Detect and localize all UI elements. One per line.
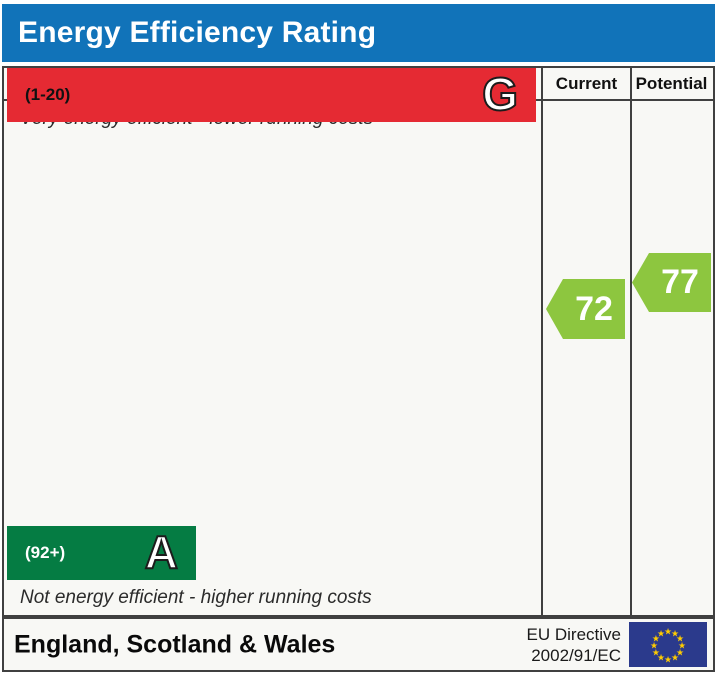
svg-text:★: ★: [652, 648, 660, 658]
svg-text:★: ★: [650, 641, 658, 651]
svg-text:★: ★: [676, 648, 684, 658]
caption-not-efficient: Not energy efficient - higher running co…: [20, 587, 372, 608]
column-header-potential: Potential: [635, 73, 708, 93]
current-rating-arrow: 72: [546, 279, 625, 339]
eu-flag-icon: ★ ★ ★ ★ ★ ★ ★ ★ ★ ★ ★ ★: [629, 622, 707, 667]
svg-text:★: ★: [671, 653, 679, 663]
left-pointer-arrow-icon: [632, 253, 711, 312]
band-row-g: (1-20) G: [7, 68, 536, 122]
title-bar: Energy Efficiency Rating: [2, 4, 715, 62]
potential-rating-value: 77: [661, 263, 699, 301]
eu-directive-text: EU Directive 2002/91/EC: [527, 624, 621, 666]
current-rating-value: 72: [575, 289, 613, 328]
svg-text:★: ★: [657, 628, 665, 638]
svg-text:★: ★: [676, 634, 684, 644]
page-title: Energy Efficiency Rating: [18, 16, 377, 49]
svg-text:★: ★: [657, 653, 665, 663]
band-range-label: (1-20): [25, 85, 71, 104]
eu-directive-line2: 2002/91/EC: [531, 645, 621, 665]
svg-text:★: ★: [652, 634, 660, 644]
band-row-a: (92+) A: [7, 526, 196, 580]
left-pointer-arrow-icon: [546, 279, 625, 339]
svg-text:★: ★: [664, 655, 672, 665]
footer-bar: England, Scotland & Wales EU Directive 2…: [2, 617, 715, 672]
potential-rating-arrow: 77: [632, 253, 711, 312]
svg-text:★: ★: [671, 628, 679, 638]
band-range-label: (92+): [25, 543, 66, 562]
column-divider: [630, 68, 632, 615]
column-divider: [541, 68, 543, 615]
eu-directive-line1: EU Directive: [526, 624, 621, 644]
region-label: England, Scotland & Wales: [14, 630, 336, 658]
band-letter: A: [144, 526, 179, 579]
rating-table: Current Potential Very energy efficient …: [2, 66, 715, 617]
eu-flag-stars: ★ ★ ★ ★ ★ ★ ★ ★ ★ ★ ★ ★: [650, 627, 686, 665]
svg-text:★: ★: [664, 627, 672, 637]
band-letter: G: [481, 68, 519, 121]
svg-text:★: ★: [678, 641, 686, 651]
column-header-current: Current: [555, 73, 618, 93]
